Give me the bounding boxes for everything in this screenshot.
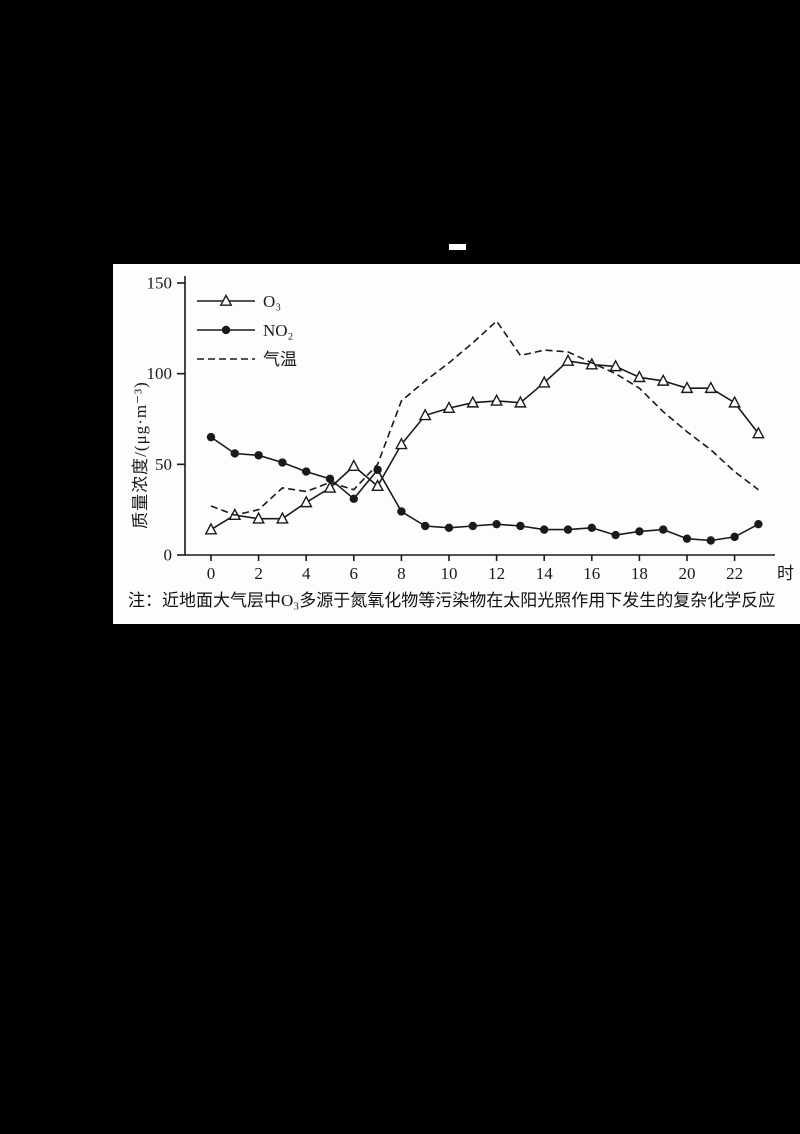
- chart-legend: O₃ NO₂ 气温: [197, 292, 297, 369]
- x-tick-label: 8: [397, 564, 406, 583]
- cropped-title-dash: [449, 244, 466, 250]
- o3-marker: [609, 359, 622, 372]
- no2-marker: [492, 519, 501, 529]
- x-tick-label: 10: [441, 564, 458, 583]
- no2-marker: [254, 451, 263, 460]
- no2-marker: [754, 519, 763, 529]
- legend-label-temp: 气温: [263, 350, 297, 369]
- o3-marker: [680, 381, 694, 394]
- x-tick-label: 2: [254, 564, 263, 583]
- no2-marker: [468, 521, 477, 531]
- o3-marker: [252, 511, 265, 524]
- no2-marker: [349, 494, 358, 503]
- legend-item-no2: NO₂: [197, 321, 293, 340]
- no2-marker: [730, 532, 739, 542]
- no2-marker: [206, 432, 216, 442]
- x-tick-label: 20: [679, 564, 696, 583]
- o3-marker: [204, 522, 218, 535]
- no2-marker: [397, 507, 406, 516]
- chart-panel: 0 50 100 150 0 2 4 6 8 10 12 14 16 18 20 22 时 O₃ NO₂ 气温 质量…: [113, 264, 800, 624]
- x-tick-label: 14: [536, 564, 554, 583]
- x-tick-label: 4: [302, 564, 311, 583]
- o3-marker: [585, 357, 599, 370]
- y-tick-label: 0: [164, 546, 173, 565]
- x-tick-label: 16: [583, 564, 600, 583]
- legend-label-o3: O₃: [263, 292, 281, 311]
- no2-marker: [421, 521, 430, 531]
- no2-marker: [540, 525, 549, 534]
- no2-marker: [611, 530, 620, 540]
- o3-marker: [347, 459, 361, 472]
- no2-marker: [278, 458, 287, 467]
- o3-marker: [656, 373, 670, 386]
- chart-axes: 0 50 100 150 0 2 4 6 8 10 12 14 16 18 20 22 时: [147, 274, 795, 584]
- o3-marker: [514, 395, 527, 408]
- o3-marker: [752, 426, 765, 439]
- no2-marker: [325, 474, 335, 484]
- no2-marker: [659, 525, 668, 534]
- axis-line: [184, 276, 775, 556]
- o3-marker: [537, 375, 551, 388]
- o3-marker: [466, 395, 480, 408]
- o3-marker: [633, 370, 646, 383]
- o3-marker: [276, 511, 289, 524]
- o3-marker: [299, 495, 313, 508]
- y-axis-label: 质量浓度/(μg·m⁻³): [131, 381, 150, 529]
- chart-series: [204, 319, 765, 545]
- no2-line: [210, 436, 759, 542]
- o3-marker: [728, 395, 741, 408]
- legend-item-o3: O₃: [197, 292, 281, 311]
- no2-marker: [563, 525, 573, 534]
- o3-marker: [418, 408, 432, 421]
- o3-marker: [704, 381, 718, 394]
- legend-label-no2: NO₂: [263, 321, 293, 340]
- chart-svg: 0 50 100 150 0 2 4 6 8 10 12 14 16 18 20 22 时 O₃ NO₂ 气温 质量…: [131, 274, 795, 584]
- o3-line: [210, 360, 760, 531]
- o3-marker: [395, 437, 408, 450]
- legend-no2-marker: [221, 325, 231, 335]
- x-tick-label: 22: [726, 564, 743, 583]
- x-tick-label: 18: [631, 564, 648, 583]
- x-tick-label: 6: [350, 564, 359, 583]
- no2-marker: [444, 523, 454, 532]
- o3-marker: [371, 478, 384, 491]
- x-axis-unit-label: 时: [777, 564, 794, 583]
- o3-marker: [561, 353, 575, 366]
- no2-marker: [516, 521, 525, 531]
- x-tick-label: 12: [488, 564, 505, 583]
- no2-marker: [587, 523, 596, 532]
- o3-marker: [323, 480, 337, 493]
- no2-marker: [706, 536, 715, 545]
- legend-item-temp: 气温: [197, 350, 297, 369]
- no2-marker: [682, 534, 692, 543]
- temp-line: [210, 319, 759, 516]
- y-tick-label: 100: [147, 364, 173, 383]
- x-tick-label: 0: [207, 564, 216, 583]
- chart-note: 注：近地面大气层中O₃多源于氮氧化物等污染物在太阳光照作用下发生的复杂化学反应: [128, 591, 776, 610]
- y-tick-label: 150: [147, 274, 173, 293]
- no2-marker: [302, 467, 311, 476]
- no2-marker: [230, 449, 239, 458]
- o3-marker: [490, 393, 503, 406]
- no2-marker: [635, 527, 644, 536]
- y-tick-label: 50: [155, 455, 172, 474]
- o3-marker: [442, 401, 456, 414]
- legend-o3-marker: [219, 293, 233, 306]
